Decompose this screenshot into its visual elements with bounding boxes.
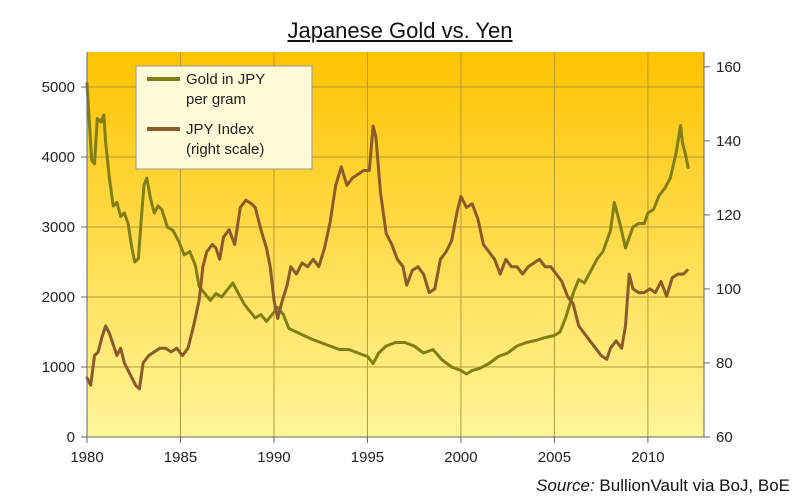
x-tick-label: 2010 [631,449,664,466]
axes: 1980 1985 1990 1995 2000 2005 2010 0 1000 2000 300… [42,52,741,466]
source-label: Source: [536,476,595,495]
y-right-tick-label: 120 [716,207,741,224]
legend-label: Gold in JPY [186,71,265,88]
y-left-tick-label: 1000 [42,359,75,376]
legend-label: JPY Index [186,121,255,138]
y-left-tick-label: 2000 [42,289,75,306]
x-tick-label: 1995 [351,449,384,466]
y-right-tick-label: 100 [716,281,741,298]
source-note: Source: BullionVault via BoJ, BoE [536,476,790,496]
legend: Gold in JPY per gram JPY Index (right scale… [135,65,313,170]
series-layer [85,82,690,391]
y-left-tick-label: 0 [67,429,75,446]
x-tick-label: 2000 [444,449,477,466]
y-left-tick-label: 3000 [42,219,75,236]
grid-lines [87,52,704,437]
y-right-tick-label: 140 [716,133,741,150]
legend-box [135,65,313,170]
y-left-tick-label: 5000 [42,79,75,96]
y-right-tick-label: 80 [716,355,733,372]
y-right-tick-label: 60 [716,429,733,446]
source-text: BullionVault via BoJ, BoE [599,476,790,495]
series-line-gold [85,82,690,376]
legend-label: per gram [186,91,246,108]
y-left-tick-label: 4000 [42,149,75,166]
x-tick-label: 2005 [538,449,571,466]
chart-title: Japanese Gold vs. Yen [287,18,513,43]
x-tick-label: 1990 [257,449,290,466]
legend-label: (right scale) [186,141,264,158]
x-tick-label: 1980 [70,449,103,466]
series-line-jpy [85,124,689,391]
y-right-tick-label: 160 [716,59,741,76]
x-tick-label: 1985 [164,449,197,466]
